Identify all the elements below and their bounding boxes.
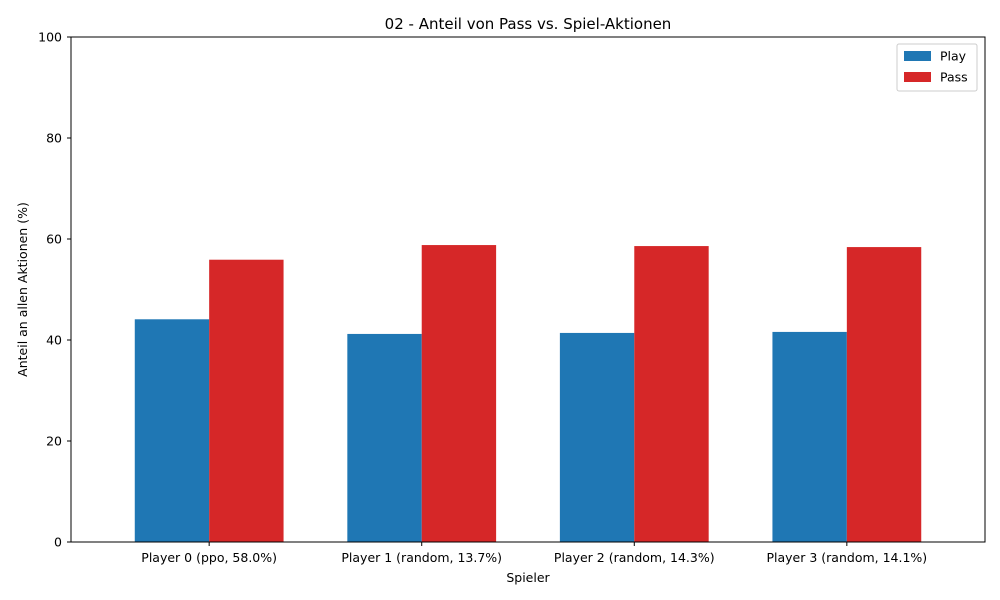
bar-pass-1 (421, 245, 497, 542)
bar-pass-3 (846, 247, 922, 542)
plot-frame (70, 36, 986, 543)
y-axis-label: Anteil an allen Aktionen (%) (15, 202, 30, 377)
y-tick-label-3: 60 (46, 232, 62, 247)
bar-play-1 (347, 333, 422, 542)
y-axis: 0 20 40 60 80 100 (38, 30, 71, 550)
x-tick-label-0: Player 0 (ppo, 58.0%) (141, 550, 277, 565)
bars-group (134, 245, 922, 542)
y-tick-label-1: 20 (46, 434, 62, 449)
legend-swatch-pass (904, 72, 931, 82)
legend-label-play: Play (940, 49, 967, 64)
y-tick-label-4: 80 (46, 131, 62, 146)
x-tick-label-3: Player 3 (random, 14.1%) (766, 550, 927, 565)
x-axis: Player 0 (ppo, 58.0%) Player 1 (random, 1… (141, 542, 927, 565)
bar-play-2 (559, 332, 635, 542)
x-tick-label-2: Player 2 (random, 14.3%) (554, 550, 715, 565)
y-tick-label-0: 0 (54, 535, 62, 550)
bar-pass-2 (634, 246, 709, 542)
x-tick-label-1: Player 1 (random, 13.7%) (341, 550, 502, 565)
chart-title: 02 - Anteil von Pass vs. Spiel-Aktionen (385, 15, 672, 33)
y-tick-label-2: 40 (46, 333, 62, 348)
legend: Play Pass (896, 43, 978, 92)
y-tick-label-5: 100 (38, 30, 62, 45)
bar-pass-0 (209, 259, 284, 542)
legend-swatch-play (904, 51, 931, 61)
bar-play-0 (134, 319, 210, 542)
x-axis-label: Spieler (506, 570, 550, 585)
legend-label-pass: Pass (940, 70, 968, 85)
bar-play-3 (772, 331, 847, 542)
